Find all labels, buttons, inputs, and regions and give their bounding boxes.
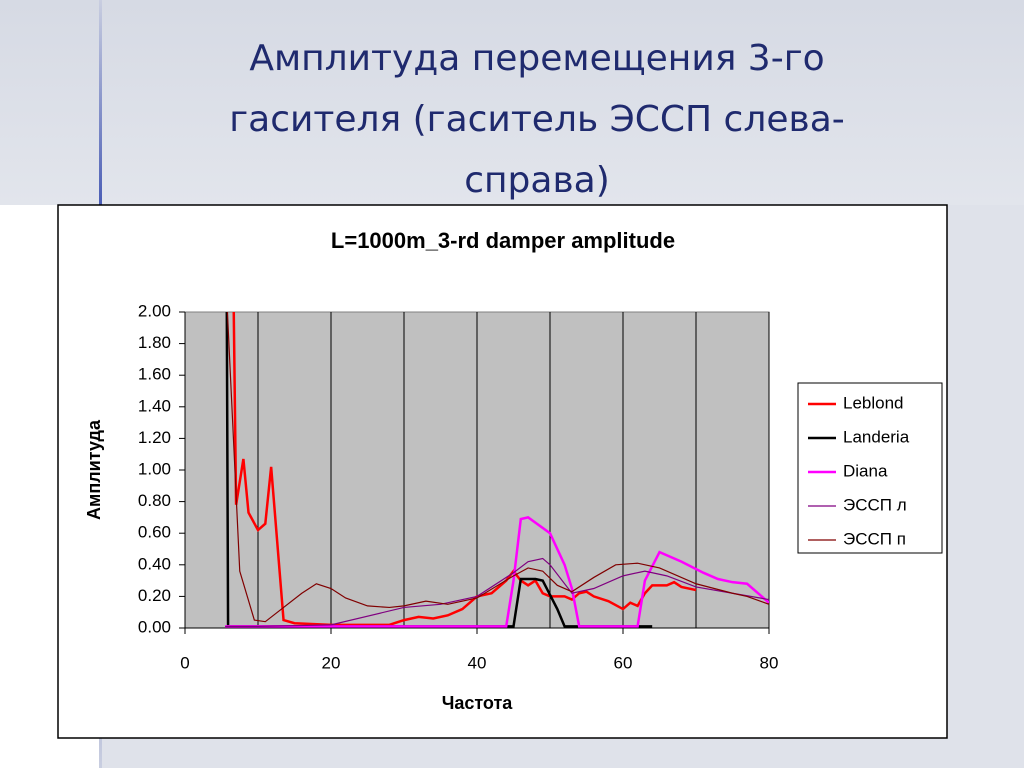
series-line (226, 312, 769, 623)
y-tick-label: 1.40 (138, 396, 171, 415)
legend-label: Landeria (843, 427, 910, 446)
y-tick-label: 1.80 (138, 333, 171, 352)
y-axis-label: Амплитуда (84, 419, 104, 520)
y-tick-label: 0.40 (138, 554, 171, 573)
legend-label: ЭССП л (843, 495, 907, 514)
y-tick-label: 2.00 (138, 301, 171, 320)
x-tick-label: 20 (322, 653, 341, 672)
y-tick-label: 0.60 (138, 523, 171, 542)
y-tick-label: 1.20 (138, 428, 171, 447)
y-tick-label: 0.20 (138, 586, 171, 605)
x-tick-label: 80 (760, 653, 779, 672)
legend-label: Leblond (843, 393, 904, 412)
y-tick-label: 0.00 (138, 617, 171, 636)
series-line (225, 516, 769, 628)
y-tick-label: 1.00 (138, 459, 171, 478)
x-axis-label: Частота (442, 693, 514, 713)
y-tick-label: 1.60 (138, 365, 171, 384)
legend-label: Diana (843, 461, 888, 480)
x-tick-label: 0 (180, 653, 189, 672)
chart-title: L=1000m_3-rd damper amplitude (331, 228, 675, 253)
x-tick-label: 40 (468, 653, 487, 672)
series-line (232, 312, 697, 627)
slide-title: Амплитуда перемещения 3-го гасителя (гас… (229, 38, 845, 201)
series-line (225, 557, 769, 628)
header-band (0, 0, 1024, 205)
legend (797, 382, 943, 554)
legend-label: ЭССП п (843, 529, 906, 548)
x-tick-label: 60 (614, 653, 633, 672)
y-tick-label: 0.80 (138, 491, 171, 510)
